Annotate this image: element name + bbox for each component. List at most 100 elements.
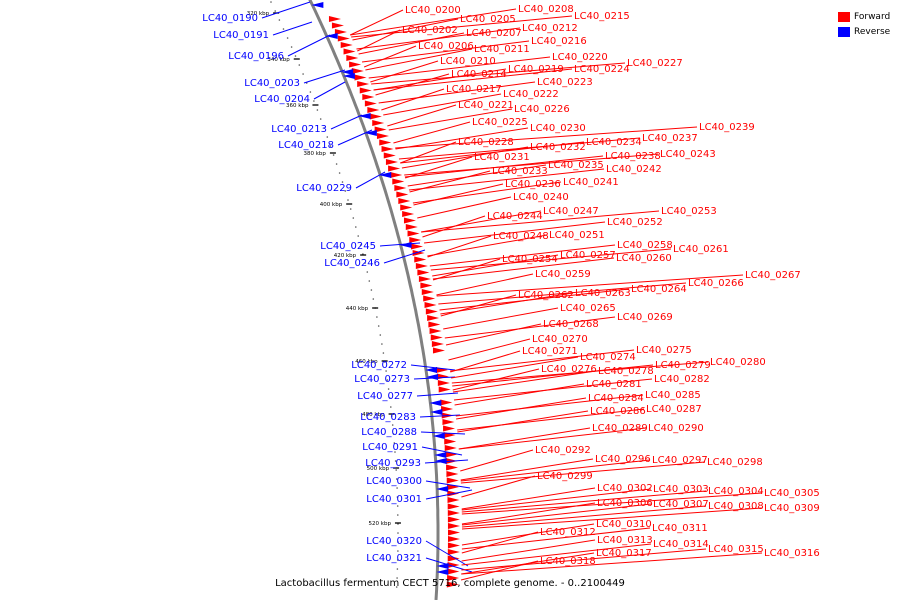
scale-dot [274, 10, 277, 12]
scale-dot [282, 28, 285, 30]
forward-gene-label: LC40_0310 [596, 519, 652, 530]
forward-gene [351, 68, 364, 74]
scale-dot [344, 190, 347, 192]
forward-gene-label: LC40_0296 [595, 454, 651, 465]
reverse-gene [342, 73, 355, 79]
reverse-gene-label: LC40_0204 [254, 94, 310, 105]
forward-leader-line [461, 507, 763, 530]
forward-gene [383, 152, 396, 159]
forward-leader-line [436, 273, 534, 296]
forward-gene [447, 562, 460, 568]
forward-gene [431, 341, 444, 347]
forward-gene [400, 204, 413, 211]
forward-gene-label: LC40_0259 [535, 269, 591, 280]
forward-leader-line [452, 370, 597, 393]
forward-gene-label: LC40_0215 [574, 11, 630, 22]
forward-leader-line [421, 210, 660, 233]
scale-dot [396, 577, 398, 579]
legend-item-forward: Forward [838, 9, 890, 24]
scale-dot [286, 37, 289, 39]
scale-dot [397, 541, 399, 543]
scale-tick-label: 440 kbp [346, 306, 369, 312]
reverse-gene-label: LC40_0213 [271, 124, 327, 135]
reverse-gene [436, 569, 449, 575]
reverse-leader-line [424, 459, 469, 464]
forward-leader-line [427, 234, 548, 257]
forward-gene [354, 74, 367, 81]
scale-dot [326, 136, 329, 138]
forward-gene [444, 438, 457, 445]
scale-dot [381, 343, 383, 345]
forward-gene-label: LC40_0305 [764, 488, 820, 499]
forward-leader-line [455, 394, 644, 417]
forward-leader-line [368, 56, 551, 79]
scale-tick-label: 340 kbp [267, 57, 290, 63]
reverse-gene-label: LC40_0196 [228, 51, 284, 62]
reverse-leader-line [287, 34, 331, 57]
forward-leader-line [448, 338, 531, 361]
forward-leader-line [461, 488, 652, 511]
forward-leader-line [356, 27, 521, 50]
forward-gene-label: LC40_0278 [598, 366, 654, 377]
forward-leader-line [350, 9, 404, 36]
scale-dot [335, 163, 338, 165]
scale-dot [376, 316, 378, 318]
forward-gene [328, 16, 341, 22]
forward-leader-line [405, 156, 473, 179]
scale-dot [316, 109, 319, 111]
forward-gene-label: LC40_0275 [636, 345, 692, 356]
forward-gene-label: LC40_0285 [645, 390, 701, 401]
scale-tick-label: 400 kbp [320, 202, 343, 208]
forward-gene-label: LC40_0253 [661, 206, 717, 217]
forward-leader-line [458, 427, 647, 450]
forward-leader-line [461, 505, 707, 528]
forward-leader-line [373, 68, 507, 91]
forward-gene [402, 211, 415, 217]
forward-gene-label: LC40_0244 [487, 211, 543, 222]
forward-gene-label: LC40_0318 [540, 556, 596, 567]
forward-leader-line [438, 282, 687, 305]
forward-gene-label: LC40_0311 [652, 523, 708, 534]
forward-gene-label: LC40_0237 [642, 133, 698, 144]
reverse-gene-label: LC40_0272 [351, 360, 407, 371]
forward-gene-label: LC40_0302 [597, 483, 653, 494]
forward-gene-label: LC40_0242 [606, 164, 662, 175]
scale-dot [394, 451, 396, 453]
forward-gene-label: LC40_0233 [492, 166, 548, 177]
forward-gene-label: LC40_0306 [597, 498, 653, 509]
forward-gene-label: LC40_0303 [653, 484, 709, 495]
reverse-gene [432, 433, 445, 439]
forward-leader-line [370, 60, 439, 83]
forward-gene-label: LC40_0220 [552, 52, 608, 63]
forward-leader-line [461, 543, 652, 566]
forward-gene-label: LC40_0316 [764, 548, 820, 559]
reverse-gene [426, 374, 439, 380]
forward-gene-label: LC40_0228 [458, 137, 514, 148]
forward-gene-label: LC40_0221 [458, 100, 514, 111]
forward-gene [447, 510, 460, 516]
reverse-gene-label: LC40_0320 [366, 536, 422, 547]
reverse-leader-line [355, 171, 386, 189]
forward-leader-line [461, 475, 536, 498]
forward-gene [385, 159, 398, 165]
reverse-gene-label: LC40_0300 [366, 476, 422, 487]
reverse-gene [358, 113, 371, 119]
scale-dot [329, 145, 332, 147]
forward-gene [447, 503, 460, 510]
reverse-gene-label: LC40_0301 [366, 494, 422, 505]
forward-gene [376, 133, 389, 139]
reverse-leader-line [416, 392, 459, 397]
reverse-gene [364, 130, 377, 136]
scale-tick-label: 420 kbp [334, 253, 357, 259]
scale-dot [392, 433, 395, 435]
forward-gene-label: LC40_0212 [522, 23, 578, 34]
forward-leader-line [461, 531, 539, 554]
forward-gene-label: LC40_0216 [531, 36, 587, 47]
forward-gene [446, 464, 459, 471]
forward-leader-line [413, 183, 504, 206]
forward-leader-line [457, 408, 645, 431]
forward-leader-line [460, 449, 534, 472]
scale-dot [355, 226, 357, 228]
forward-gene-label: LC40_0266 [688, 278, 744, 289]
scale-dot [357, 235, 360, 237]
